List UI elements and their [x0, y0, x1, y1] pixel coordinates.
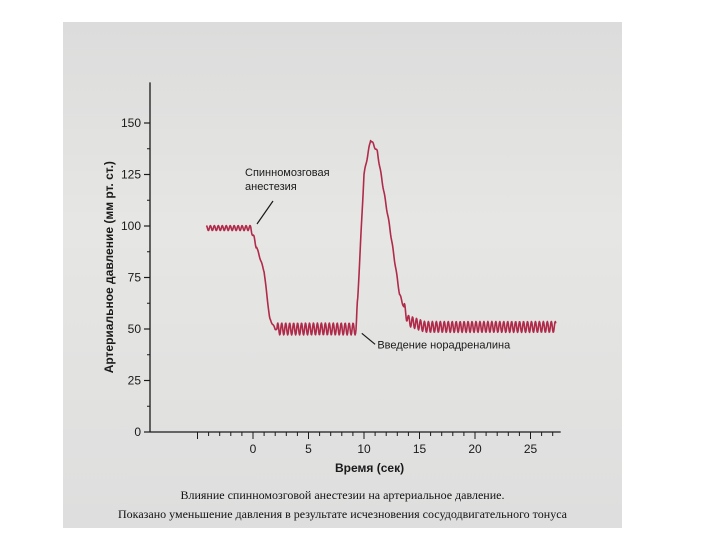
annotation-spinal-anesthesia-text: Спинномозговая [245, 167, 330, 179]
annotation-norepinephrine-pointer [361, 332, 376, 345]
x-tick-label: 20 [468, 442, 482, 456]
x-tick-label: 0 [250, 442, 257, 456]
annotation-spinal-anesthesia-text: анестезия [245, 181, 297, 193]
figure-panel: 0 25 50 75 100 125 150 0 5 10 15 20 25 Время (сек) Арт… [63, 22, 622, 528]
y-tick-label: 0 [134, 425, 141, 439]
x-tick-label: 5 [305, 442, 312, 456]
y-tick-label: 125 [121, 168, 141, 182]
annotation-spinal-anesthesia-pointer [256, 200, 274, 225]
y-axis-title: Артериальное давление (мм рт. ст.) [102, 161, 116, 373]
x-tick-label: 10 [357, 442, 371, 456]
figure-caption-line-1: Влияние спинномозговой анестезии на арте… [180, 488, 505, 502]
y-tick-label: 150 [121, 116, 141, 130]
annotation-norepinephrine-text: Введение норадреналина [377, 339, 511, 351]
y-tick-label: 25 [128, 374, 142, 388]
figure-caption-line-2: Показано уменьшение давления в результат… [118, 507, 567, 521]
y-tick-label: 75 [128, 271, 142, 285]
series-line-0 [205, 139, 557, 336]
y-tick-label: 50 [128, 322, 142, 336]
x-axis-title: Время (сек) [335, 461, 404, 475]
blood-pressure-chart: 0 25 50 75 100 125 150 0 5 10 15 20 25 Время (сек) Арт… [102, 82, 561, 475]
y-tick-label: 100 [121, 219, 141, 233]
x-tick-label: 15 [413, 442, 427, 456]
x-tick-label: 25 [524, 442, 538, 456]
